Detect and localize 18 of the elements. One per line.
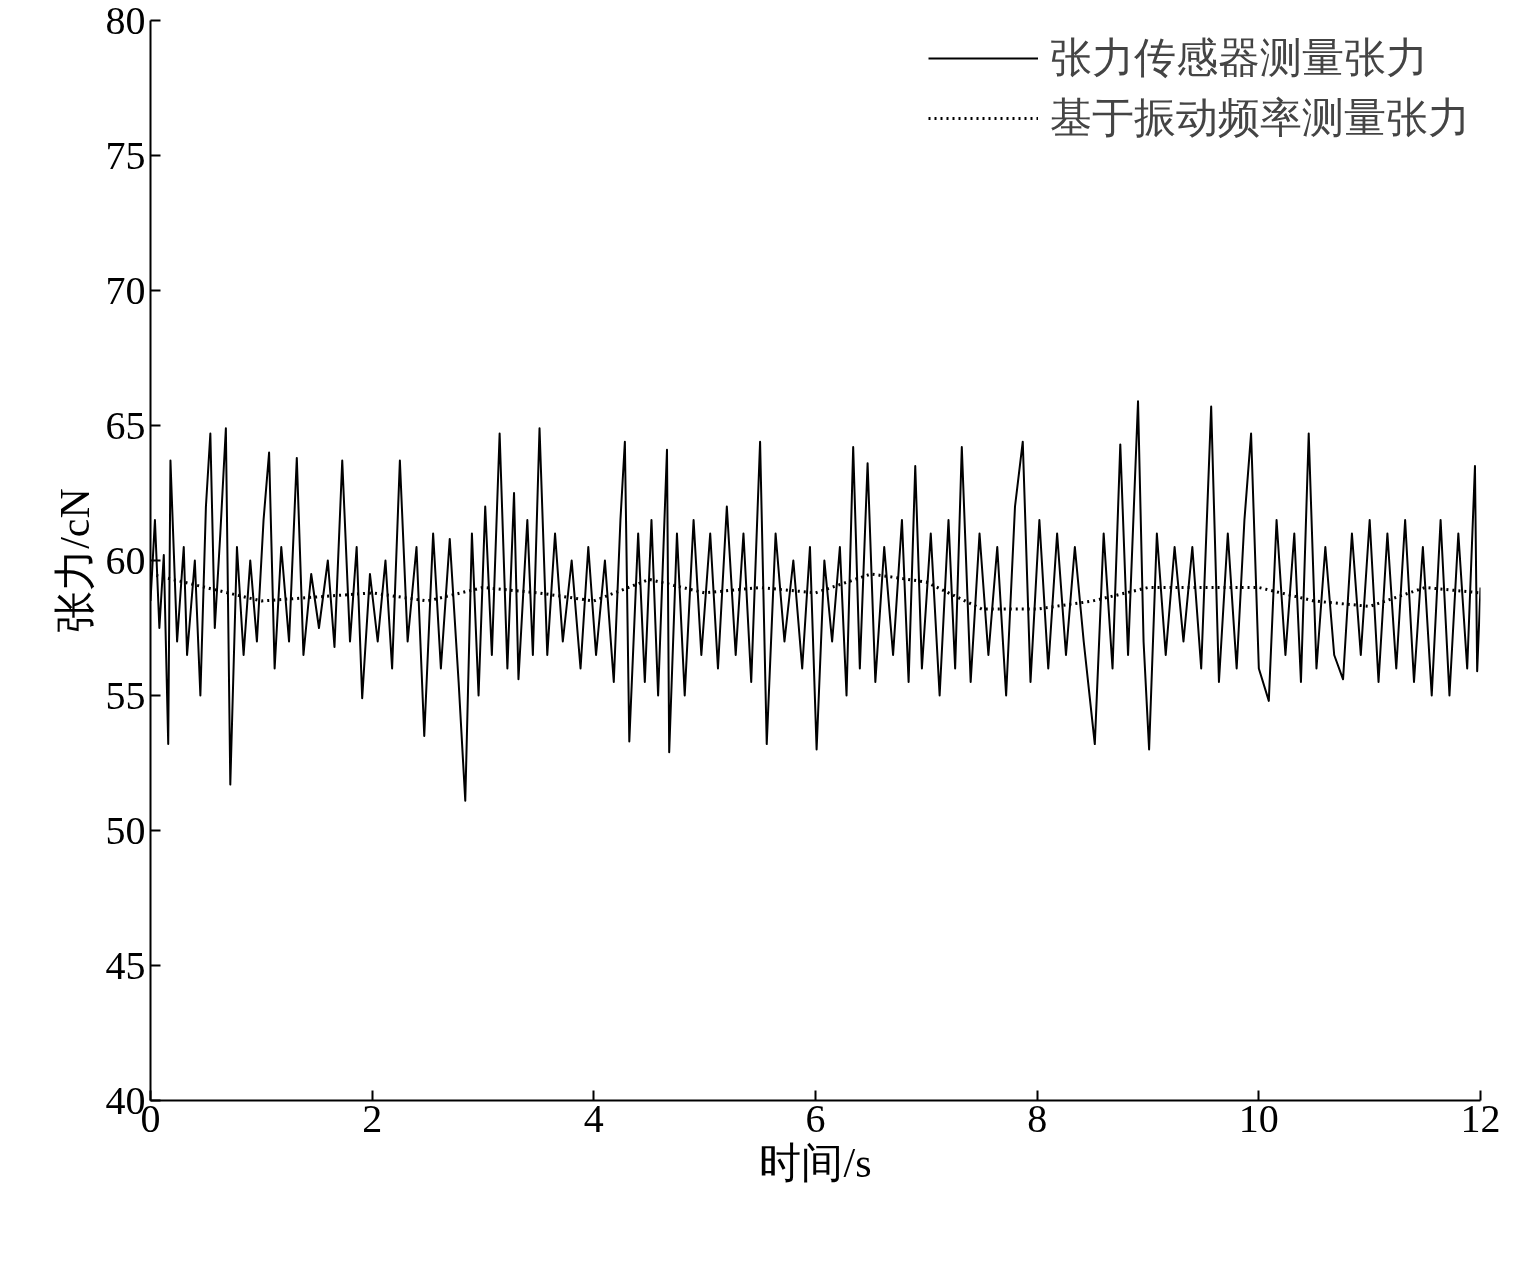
y-tick-label: 60 [105,537,146,583]
x-tick-label: 10 [1238,1095,1279,1141]
x-tick-label: 2 [362,1095,383,1141]
y-tick-label: 70 [105,267,146,313]
y-tick-label: 80 [105,0,146,43]
y-axis-title: 张力/cN [51,488,98,633]
legend-label: 基于振动频率测量张力 [1050,94,1470,143]
x-tick-label: 12 [1460,1095,1501,1141]
x-tick-label: 8 [1027,1095,1048,1141]
y-tick-label: 75 [105,132,146,178]
x-tick-label: 6 [805,1095,826,1141]
legend-label: 张力传感器测量张力 [1050,34,1428,83]
y-tick-label: 55 [105,672,146,718]
y-tick-label: 45 [105,942,146,988]
x-axis-title: 时间/s [759,1139,872,1186]
x-tick-label: 4 [583,1095,604,1141]
y-tick-label: 50 [105,807,146,853]
y-tick-label: 65 [105,402,146,448]
